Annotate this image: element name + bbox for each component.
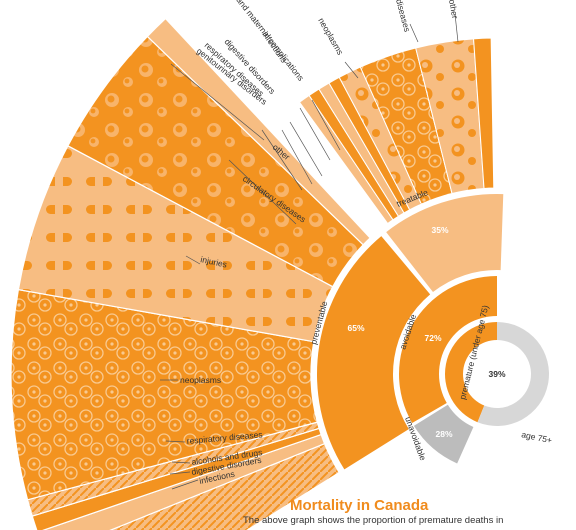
premature-segment[interactable] — [445, 322, 497, 423]
age-75-label: age 75+ — [521, 429, 553, 445]
unavoidable-segment[interactable] — [413, 404, 474, 464]
treatable-cause-segment[interactable] — [473, 37, 495, 189]
age-75-plus-segment[interactable] — [477, 322, 549, 427]
treatable-percent: 35% — [431, 225, 448, 235]
page-title: Mortality in Canada — [290, 497, 429, 514]
preventable-segment[interactable] — [317, 236, 431, 470]
leader-lines — [160, 13, 459, 490]
page-subtitle: The above graph shows the proportion of … — [243, 515, 504, 526]
avoidable-percent: 72% — [424, 333, 441, 343]
preventable-cause-segment[interactable] — [146, 17, 371, 246]
avoidable-segment[interactable] — [398, 276, 497, 423]
premature-percent: 39% — [488, 369, 505, 379]
label-neoplasms: neoplasms — [180, 375, 221, 385]
label-maternal-complications: and maternal complications — [234, 0, 306, 83]
unavoidable-percent: 28% — [435, 429, 452, 439]
preventable-causes-ring — [10, 17, 371, 530]
mortality-sunburst — [10, 17, 549, 530]
treatable-segment[interactable] — [386, 194, 504, 293]
preventable-percent: 65% — [347, 323, 364, 333]
treatable-causes-ring — [298, 37, 495, 225]
label-other-right: other — [447, 0, 460, 20]
label-neoplasms-right: neoplasms — [316, 16, 345, 57]
label-diseases: diseases — [394, 0, 412, 33]
